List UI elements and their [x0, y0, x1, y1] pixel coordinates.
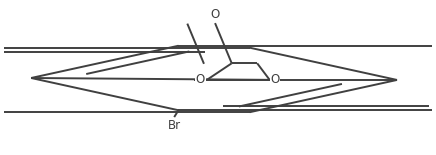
- Text: O: O: [270, 73, 279, 86]
- Text: Br: Br: [167, 119, 181, 132]
- Text: O: O: [211, 8, 220, 21]
- Text: O: O: [196, 73, 205, 86]
